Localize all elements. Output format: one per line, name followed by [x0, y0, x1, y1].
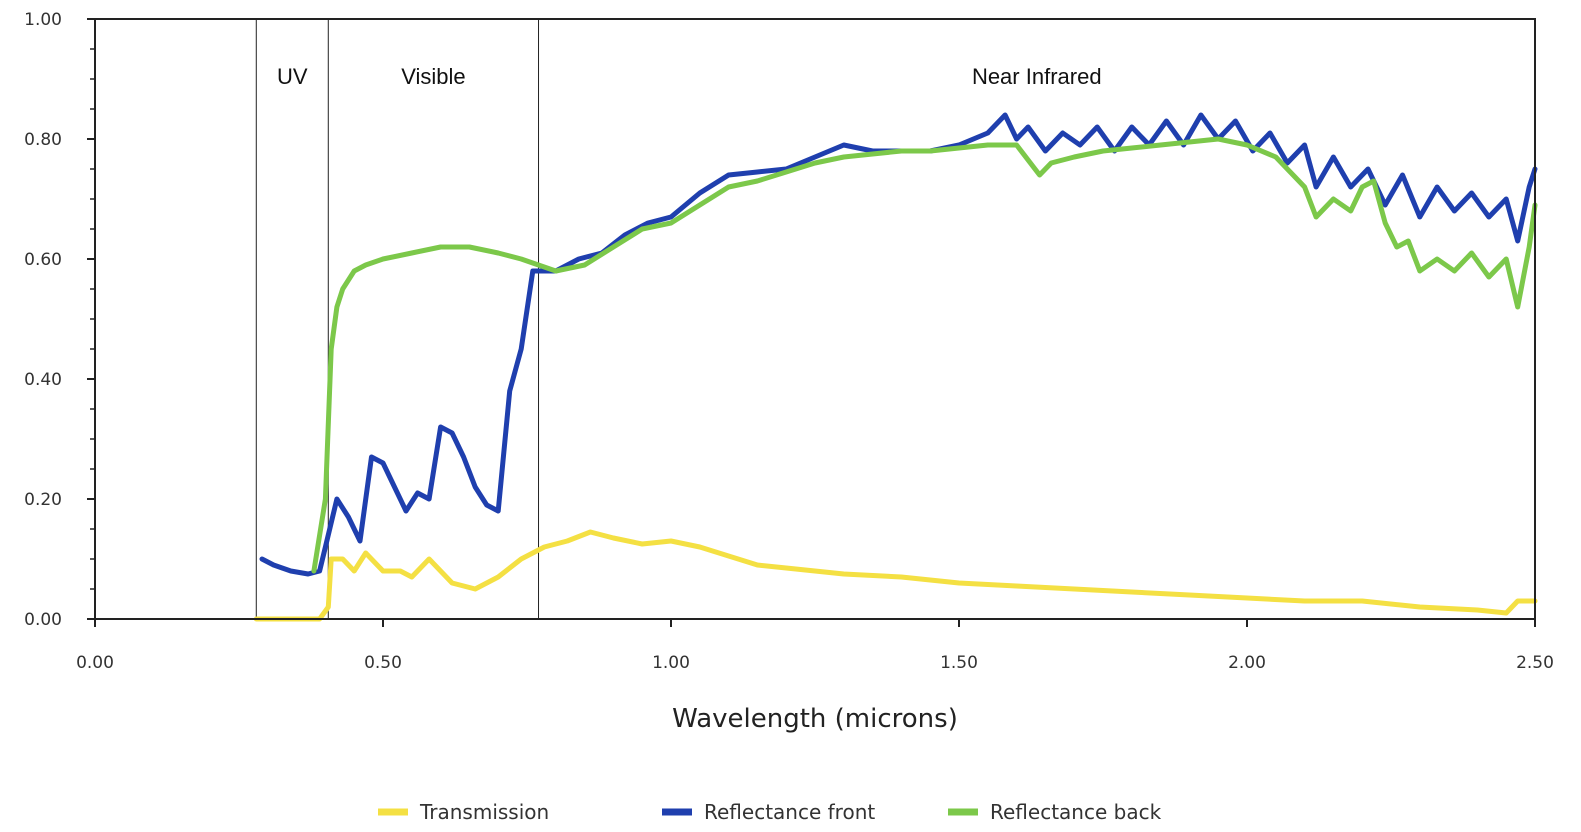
legend: Transmission Reflectance front Reflectance…: [378, 800, 1162, 824]
series-line-reflectance-back: [311, 136, 1538, 574]
y-tick-label: 1.00: [24, 10, 62, 30]
y-tick-label: 0.60: [24, 250, 62, 270]
y-tick-label: 0.80: [24, 130, 62, 150]
legend-label: Transmission: [419, 800, 549, 824]
y-tick-label: 0.00: [24, 610, 62, 630]
y-tick-label: 0.40: [24, 370, 62, 390]
region-label: Visible: [401, 64, 465, 89]
region-label: UV: [277, 64, 308, 89]
region-labels: UV Visible Near Infrared: [277, 64, 1102, 89]
x-tick-label: 2.00: [1228, 653, 1266, 673]
x-tick-label: 0.00: [76, 653, 114, 673]
x-axis-title: Wavelength (microns): [672, 704, 958, 734]
series-lines: [253, 112, 1538, 622]
region-label: Near Infrared: [972, 64, 1102, 89]
legend-label: Reflectance front: [704, 800, 875, 824]
region-dividers: [255, 19, 540, 619]
series-line-transmission: [253, 529, 1538, 622]
y-axis: 0.00 0.20 0.40 0.60 0.80 1.00: [24, 10, 95, 630]
x-tick-label: 0.50: [364, 653, 402, 673]
x-tick-label: 1.50: [940, 653, 978, 673]
x-tick-label: 2.50: [1516, 653, 1554, 673]
x-axis: 0.00 0.50 1.00 1.50 2.00 2.50: [76, 619, 1554, 673]
x-tick-label: 1.00: [652, 653, 690, 673]
legend-label: Reflectance back: [990, 800, 1162, 824]
y-tick-label: 0.20: [24, 490, 62, 510]
